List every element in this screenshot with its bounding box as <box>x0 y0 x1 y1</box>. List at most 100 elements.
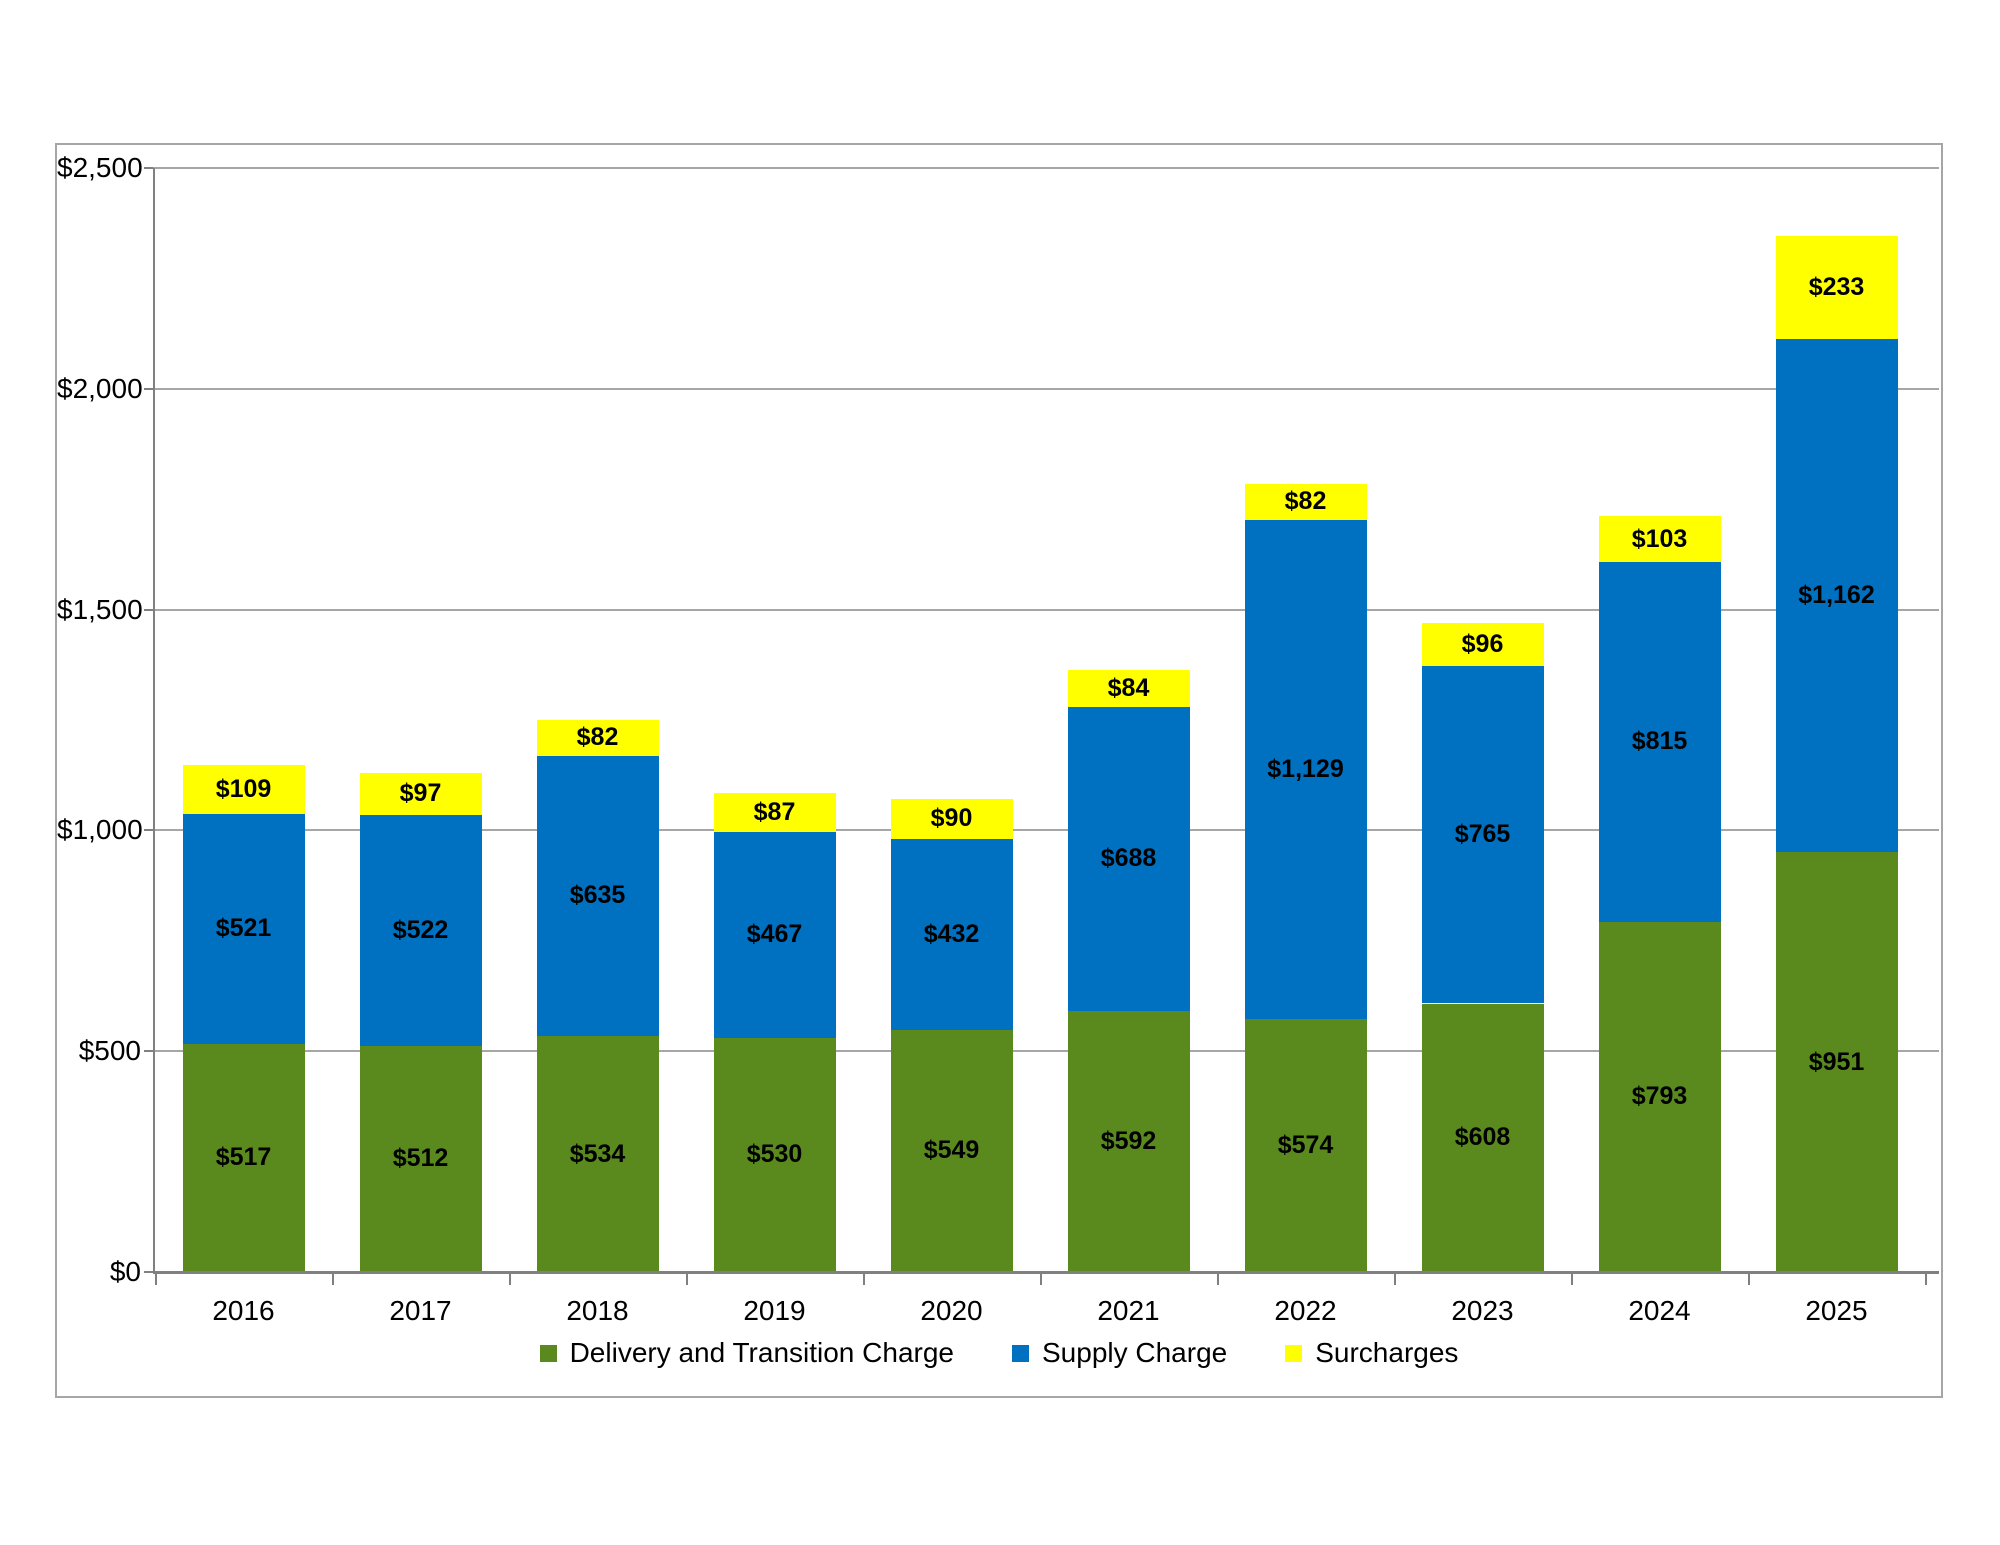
x-category-label-2022: 2022 <box>1274 1295 1337 1326</box>
bar-value-label: $688 <box>1100 844 1157 873</box>
gridline-2000 <box>153 387 1939 390</box>
y-axis-tick-1000 <box>144 829 153 832</box>
x-axis-tick-7 <box>1394 1272 1396 1285</box>
x-category-label-2021: 2021 <box>1097 1295 1160 1326</box>
bar-segment-surcharges-2019: $87 <box>713 793 836 832</box>
x-category-label-2023: 2023 <box>1451 1295 1514 1326</box>
bar-segment-supply-charge-2021: $688 <box>1067 706 1190 1011</box>
legend-label: Surcharges <box>1315 1337 1459 1368</box>
y-tick-label-1000: $1,000 <box>57 814 143 846</box>
bar-value-label: $87 <box>753 798 796 826</box>
bar-value-label: $233 <box>1808 272 1865 301</box>
bar-segment-delivery-and-transition-charge-2023: $608 <box>1421 1003 1544 1272</box>
bar-segment-delivery-and-transition-charge-2020: $549 <box>890 1029 1013 1272</box>
bar-segment-delivery-and-transition-charge-2016: $517 <box>182 1043 305 1272</box>
y-axis-tick-2500 <box>144 167 153 169</box>
gridline-2500 <box>153 167 1939 169</box>
bar-value-label: $635 <box>569 881 626 910</box>
x-category-label-2024: 2024 <box>1628 1295 1691 1326</box>
bar-segment-delivery-and-transition-charge-2017: $512 <box>359 1045 482 1272</box>
x-axis-tick-3 <box>686 1272 688 1285</box>
y-axis-tick-0 <box>144 1271 153 1273</box>
legend-swatch-icon <box>539 1344 557 1362</box>
x-category-label-2019: 2019 <box>743 1295 806 1326</box>
gridline-500 <box>153 1050 1939 1053</box>
bar-value-label: $608 <box>1454 1123 1511 1152</box>
bar-value-label: $951 <box>1808 1047 1865 1076</box>
x-axis-tick-2 <box>509 1272 511 1285</box>
x-axis-line <box>153 1271 1939 1274</box>
bar-segment-surcharges-2017: $97 <box>359 772 482 816</box>
gridline-1500 <box>153 608 1939 611</box>
bar-value-label: $103 <box>1631 524 1688 553</box>
legend-item-delivery-and-transition-charge: Delivery and Transition Charge <box>539 1337 954 1369</box>
bar-segment-surcharges-2021: $84 <box>1067 669 1190 707</box>
bar-value-label: $521 <box>215 914 272 943</box>
legend-label: Delivery and Transition Charge <box>569 1337 954 1368</box>
bar-segment-surcharges-2022: $82 <box>1244 483 1367 520</box>
bar-value-label: $530 <box>746 1140 803 1169</box>
y-axis-tick-2000 <box>144 387 153 390</box>
chart-frame: $517 $521 $109 $512 $522 $97 $534 $635 $82 $530 $4… <box>55 143 1943 1398</box>
x-category-label-2025: 2025 <box>1805 1295 1868 1326</box>
bar-segment-delivery-and-transition-charge-2019: $530 <box>713 1037 836 1272</box>
bar-segment-supply-charge-2018: $635 <box>536 755 659 1037</box>
bar-segment-supply-charge-2023: $765 <box>1421 665 1544 1004</box>
y-tick-label-0: $0 <box>109 1256 141 1287</box>
bar-value-label: $97 <box>399 779 442 808</box>
bar-value-label: $793 <box>1631 1082 1688 1111</box>
bar-segment-surcharges-2025: $233 <box>1775 236 1898 339</box>
bar-segment-delivery-and-transition-charge-2024: $793 <box>1598 921 1721 1272</box>
bar-value-label: $534 <box>569 1139 626 1168</box>
bar-segment-delivery-and-transition-charge-2021: $592 <box>1067 1010 1190 1272</box>
x-axis-tick-8 <box>1571 1272 1573 1285</box>
gridline-1000 <box>153 829 1939 832</box>
bar-segment-surcharges-2016: $109 <box>182 765 305 814</box>
x-category-label-2016: 2016 <box>212 1295 275 1326</box>
bar-segment-supply-charge-2022: $1,129 <box>1244 519 1367 1019</box>
x-category-label-2020: 2020 <box>920 1295 983 1326</box>
bar-segment-delivery-and-transition-charge-2022: $574 <box>1244 1018 1367 1272</box>
bar-segment-surcharges-2020: $90 <box>890 799 1013 839</box>
bar-value-label: $765 <box>1454 820 1511 849</box>
y-tick-label-1500: $1,500 <box>57 593 143 625</box>
chart-legend: Delivery and Transition Charge Supply Cha… <box>57 1337 1941 1369</box>
bar-value-label: $592 <box>1100 1126 1157 1155</box>
bar-segment-surcharges-2024: $103 <box>1598 516 1721 562</box>
bar-value-label: $82 <box>576 723 619 752</box>
x-category-label-2017: 2017 <box>389 1295 452 1326</box>
bar-value-label: $549 <box>923 1136 980 1165</box>
legend-label: Supply Charge <box>1042 1337 1228 1368</box>
bar-value-label: $109 <box>215 775 272 804</box>
bar-segment-supply-charge-2019: $467 <box>713 831 836 1038</box>
bar-segment-supply-charge-2025: $1,162 <box>1775 338 1898 853</box>
legend-item-supply-charge: Supply Charge <box>1012 1337 1227 1369</box>
y-tick-label-2500: $2,500 <box>57 152 143 183</box>
bar-value-label: $1,162 <box>1798 580 1875 609</box>
bar-segment-surcharges-2018: $82 <box>536 719 659 756</box>
bar-value-label: $96 <box>1461 629 1504 658</box>
x-axis-tick-6 <box>1217 1272 1219 1285</box>
bar-value-label: $1,129 <box>1267 754 1344 783</box>
bar-value-label: $815 <box>1631 727 1688 756</box>
x-category-label-2018: 2018 <box>566 1295 629 1326</box>
bar-segment-delivery-and-transition-charge-2025: $951 <box>1775 852 1898 1272</box>
x-axis-tick-9 <box>1748 1272 1750 1285</box>
bar-value-label: $574 <box>1277 1130 1334 1159</box>
bar-segment-supply-charge-2020: $432 <box>890 838 1013 1030</box>
bar-segment-supply-charge-2024: $815 <box>1598 561 1721 922</box>
bar-value-label: $90 <box>930 804 973 833</box>
bar-value-label: $82 <box>1284 487 1327 516</box>
bar-value-label: $84 <box>1107 673 1150 702</box>
x-axis-tick-5 <box>1040 1272 1042 1285</box>
bar-segment-supply-charge-2016: $521 <box>182 813 305 1044</box>
bar-segment-supply-charge-2017: $522 <box>359 815 482 1046</box>
legend-swatch-icon <box>1012 1344 1029 1362</box>
x-axis-tick-4 <box>863 1272 865 1285</box>
bar-value-label: $432 <box>923 919 980 948</box>
y-axis-tick-500 <box>144 1050 153 1053</box>
bar-segment-delivery-and-transition-charge-2018: $534 <box>536 1036 659 1272</box>
bar-value-label: $512 <box>392 1144 449 1173</box>
x-axis-tick-0 <box>155 1272 157 1285</box>
